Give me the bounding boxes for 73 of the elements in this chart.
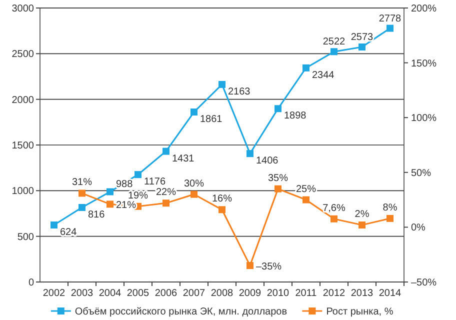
y2-tick-label: –50% [411,278,437,288]
point [162,148,170,155]
x-tick-label: 2011 [295,288,318,299]
y2-tick-label: 150% [411,58,437,70]
data-label: 30% [184,178,204,190]
data-label: 816 [88,209,106,220]
point [162,200,170,207]
data-label: 19% [128,190,148,202]
legend-label: Объём российского рынка ЭК, млн. долларов [74,306,288,318]
legend-label: Рост рынка, % [326,306,394,318]
point [78,190,86,197]
data-label: 35% [268,172,288,184]
point [302,196,310,204]
x-tick-label: 2007 [182,288,206,299]
y-tick-label: 3000 [12,4,34,14]
data-label: 2522 [322,36,346,48]
y-tick-label: 1000 [12,186,34,198]
data-label: –35% [256,262,282,273]
data-label: 2344 [312,70,335,81]
y2-tick-label: 200% [411,4,437,14]
data-label: 2573 [350,32,374,43]
point [106,200,114,208]
x-tick-label: 2010 [266,288,290,299]
y-tick-label: 0 [28,278,34,288]
point [330,48,338,56]
x-tick-label: 2006 [154,288,178,299]
x-tick-label: 2002 [42,288,66,299]
data-label: 1406 [256,156,279,167]
data-label: 1176 [144,176,166,188]
y-tick-label: 500 [17,232,34,243]
data-label: 2163 [228,86,251,98]
x-tick-label: 2012 [322,288,346,299]
point [134,171,142,178]
point [190,190,198,198]
point [218,206,226,214]
point [106,188,114,196]
data-label: 2% [354,209,370,220]
data-label: 7,6% [322,202,346,214]
data-label: 8% [382,202,398,214]
point [50,222,58,229]
point [274,105,282,112]
y2-tick-label: 100% [411,113,437,124]
point [386,214,394,222]
point [190,108,198,116]
point [218,80,226,88]
point [274,185,282,192]
x-tick-label: 2003 [70,288,94,299]
y-tick-label: 2500 [12,49,34,60]
point [246,262,254,270]
x-tick-label: 2014 [378,288,402,299]
data-label: 1861 [200,114,223,126]
x-tick-label: 2004 [98,288,122,299]
data-label: 2778 [378,13,402,24]
y-tick-label: 2000 [12,94,34,106]
x-tick-label: 2013 [350,288,374,299]
point [386,24,394,32]
data-label: 1898 [284,110,307,122]
data-label: 624 [60,227,78,238]
x-tick-label: 2009 [238,288,262,299]
point [358,44,366,50]
x-tick-label: 2005 [126,288,150,299]
x-tick-label: 2008 [210,288,234,299]
point [246,150,254,158]
y2-tick-label: 50% [411,168,432,179]
y-tick-label: 1500 [12,140,34,152]
point [358,222,366,229]
data-label: 1431 [172,153,195,164]
point [302,64,310,72]
data-label: 31% [72,177,92,188]
y2-tick-label: 0% [411,222,426,234]
point [78,204,86,211]
data-label: 16% [212,194,232,205]
point [330,215,338,222]
